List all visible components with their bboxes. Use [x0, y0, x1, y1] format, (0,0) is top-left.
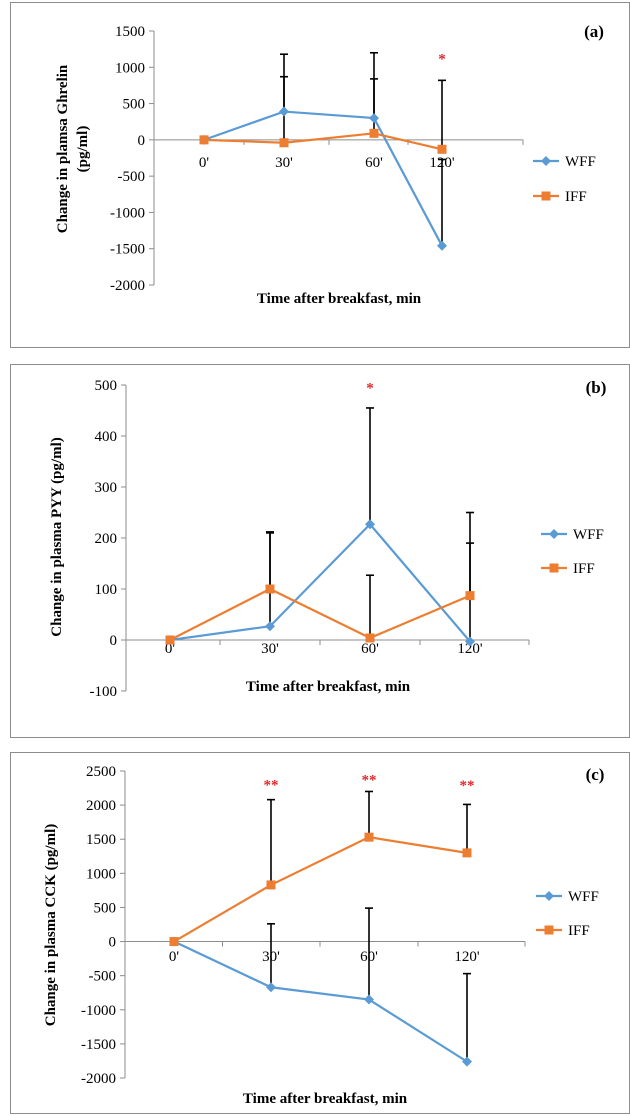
y-tick-label: 500 [95, 378, 118, 394]
series-line-iff [173, 836, 468, 943]
legend-label-wff: WFF [568, 889, 599, 905]
y-tick-label: 200 [95, 531, 118, 547]
x-tick-label: 120' [457, 641, 483, 657]
x-axis-title: Time after breakfast, min [257, 291, 422, 307]
y-tick-label: -2000 [81, 1071, 116, 1087]
y-tick-label: 1000 [115, 60, 145, 76]
y-axis-title-line: Change in plasma PYY (pg/ml) [49, 437, 65, 636]
legend-label-iff: IFF [565, 189, 587, 205]
x-tick-label: 30' [275, 155, 293, 171]
panel-label: (b) [586, 378, 607, 397]
y-tick-label: 0 [110, 633, 118, 649]
y-tick-label: 1500 [115, 24, 145, 40]
data-point-wff [279, 106, 289, 117]
chart-panel-a: 1500 1000 500 0 -500 -1000 -1500 -2000 0' 30' 60' 1… [10, 2, 630, 348]
data-point-wff [364, 994, 374, 1005]
legend-label-iff: IFF [573, 561, 595, 577]
y-tick-label: 500 [94, 900, 117, 916]
y-tick-label: 0 [109, 935, 117, 951]
series-line-wff [169, 522, 471, 643]
y-tick-label: 1500 [86, 832, 116, 848]
series-line-wff [173, 940, 468, 1063]
legend-marker-iff [541, 191, 551, 201]
y-tick-label: 0 [138, 133, 146, 149]
y-tick-label: -1500 [81, 1037, 116, 1053]
data-point-iff [199, 135, 209, 145]
data-point-wff [266, 982, 276, 993]
x-tick-label: 60' [365, 155, 383, 171]
x-axis-title: Time after breakfast, min [246, 679, 411, 695]
y-tick-label: -1500 [110, 242, 145, 258]
y-tick-label: 100 [95, 582, 118, 598]
data-point-iff [279, 138, 289, 148]
legend-marker-wff [544, 891, 554, 901]
legend-marker-wff [549, 529, 559, 539]
cck-chart: 2500 2000 1500 1000 500 0 -500 -1000 -1500 -2000 0… [43, 764, 605, 1107]
data-point-iff [365, 633, 375, 643]
y-tick-label: -1000 [110, 205, 145, 221]
y-axis-title: Change in plamsa Ghrelin (pg/ml) [55, 64, 91, 233]
legend-label-wff: WFF [573, 527, 604, 543]
panel-label: (c) [586, 765, 605, 784]
legend-marker-iff [544, 925, 554, 935]
legend-label-wff: WFF [565, 154, 596, 170]
x-tick-label: 0' [169, 949, 180, 965]
y-tick-label: -1000 [81, 1003, 116, 1019]
data-point-iff [437, 144, 447, 154]
chart-panel-b: 500 400 300 200 100 0 -100 0' 30' 60' 120' Change i… [10, 364, 630, 738]
data-point-wff [462, 1056, 472, 1067]
y-tick-label: 300 [95, 480, 118, 496]
legend-marker-iff [549, 563, 559, 573]
data-point-wff [265, 621, 275, 632]
y-axis-title-line: (pg/ml) [75, 126, 91, 173]
y-tick-label: -100 [90, 684, 118, 700]
chart-panel-c: 2500 2000 1500 1000 500 0 -500 -1000 -1500 -2000 0… [10, 752, 630, 1114]
significance-marker: ** [362, 773, 377, 789]
data-point-wff [437, 240, 447, 251]
data-point-iff [165, 635, 175, 645]
panel-label: (a) [584, 22, 604, 41]
data-point-wff [365, 519, 375, 530]
data-point-iff [169, 937, 179, 947]
x-tick-label: 0' [165, 641, 176, 657]
legend-label-iff: IFF [568, 923, 590, 939]
significance-marker: ** [264, 777, 279, 793]
y-tick-label: 400 [95, 429, 118, 445]
x-tick-label: 30' [261, 641, 279, 657]
y-tick-label: 500 [123, 97, 146, 113]
y-tick-label: -500 [118, 169, 146, 185]
x-axis-title: Time after breakfast, min [243, 1091, 408, 1107]
data-point-wff [465, 636, 475, 647]
data-point-iff [265, 584, 275, 594]
legend-marker-wff [541, 156, 551, 166]
significance-marker: ** [460, 778, 475, 794]
y-axis-title: Change in plasma CCK (pg/ml) [43, 824, 59, 1027]
data-point-iff [465, 591, 475, 601]
y-axis-title: Change in plasma PYY (pg/ml) [49, 437, 65, 636]
pyy-chart: 500 400 300 200 100 0 -100 0' 30' 60' 120' Change i… [49, 378, 607, 700]
y-tick-label: 2000 [86, 798, 116, 814]
y-axis-title-line: Change in plamsa Ghrelin [55, 64, 71, 233]
y-tick-label: 1000 [86, 866, 116, 882]
data-point-iff [462, 848, 472, 858]
series-line-wff [203, 110, 443, 247]
data-point-iff [364, 832, 374, 842]
x-tick-label: 60' [361, 641, 379, 657]
series-line-iff [203, 132, 443, 151]
y-axis-title-line: Change in plasma CCK (pg/ml) [43, 824, 59, 1027]
x-tick-label: 120' [454, 949, 480, 965]
data-point-wff [369, 113, 379, 124]
y-tick-label: -2000 [110, 278, 145, 294]
data-point-iff [369, 128, 379, 138]
x-tick-label: 0' [199, 155, 210, 171]
y-tick-label: 2500 [86, 764, 116, 780]
data-point-iff [266, 880, 276, 890]
significance-marker: * [438, 52, 446, 68]
series-line-iff [169, 587, 471, 641]
y-tick-label: -500 [89, 969, 117, 985]
significance-marker: * [366, 381, 374, 397]
